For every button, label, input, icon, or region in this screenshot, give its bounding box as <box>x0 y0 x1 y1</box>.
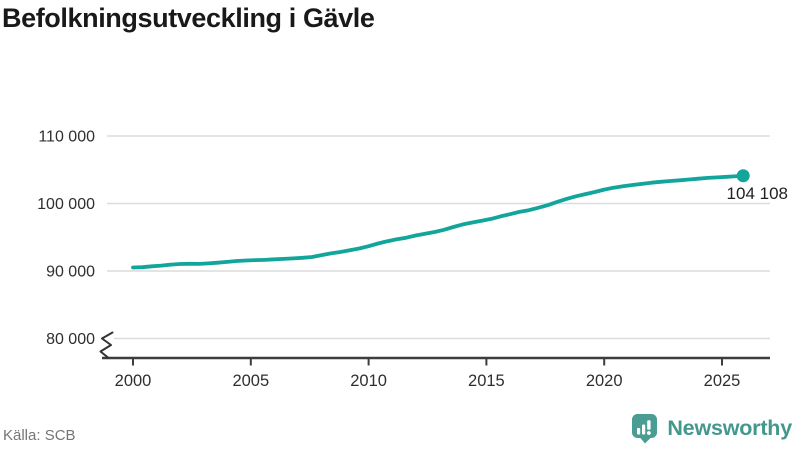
source-label: Källa: SCB <box>3 427 76 444</box>
population-line <box>131 173 746 270</box>
x-tick-label: 2015 <box>468 372 505 390</box>
x-axis: 2000 2005 2010 2015 2020 2025 <box>102 356 770 390</box>
x-tick-label: 2005 <box>232 372 269 390</box>
logo-badge-tail <box>639 437 652 444</box>
page-title: Befolkningsutveckling i Gävle <box>2 3 375 33</box>
brand-logo: Newsworthy <box>631 413 792 444</box>
logo-bar-medium <box>642 424 646 435</box>
end-point-marker <box>736 169 750 183</box>
y-tick-label: 90 000 <box>46 264 95 281</box>
x-tick-label: 2020 <box>586 372 623 390</box>
logo-exclamation-dot <box>647 431 652 435</box>
logo-exclamation-bar <box>647 420 651 430</box>
x-tick-label: 2000 <box>115 372 152 390</box>
x-tick-label: 2025 <box>704 372 741 390</box>
y-tick-label: 80 000 <box>46 331 95 348</box>
logo-bar-small <box>637 428 641 435</box>
end-point-value-label: 104 108 <box>727 184 788 203</box>
brand-name: Newsworthy <box>667 416 792 440</box>
gridlines <box>107 135 770 340</box>
x-tick-label: 2010 <box>350 372 387 390</box>
y-tick-label: 100 000 <box>37 196 95 213</box>
y-tick-label: 110 000 <box>38 129 95 146</box>
axis-break-icon <box>99 331 114 359</box>
y-axis-tick-labels: 80 000 90 000 100 000 110 000 <box>37 129 95 349</box>
newsworthy-pin-barchart-icon <box>632 414 658 444</box>
